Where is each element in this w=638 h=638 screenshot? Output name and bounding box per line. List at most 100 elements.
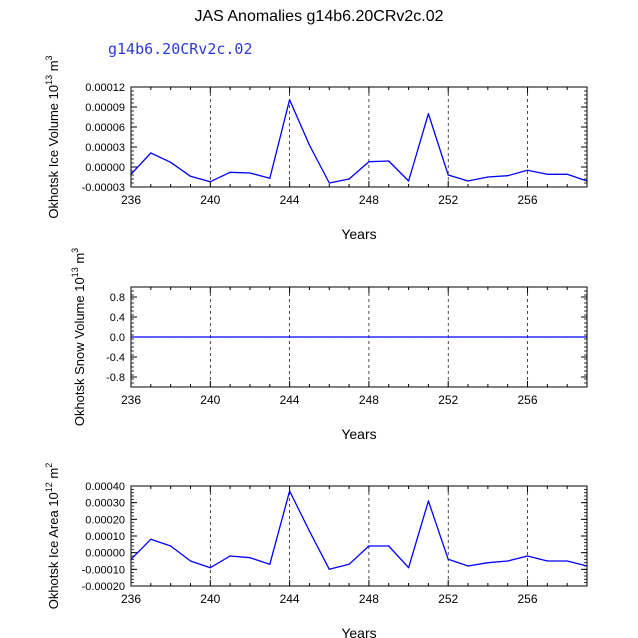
- x-axis-label: Years: [341, 625, 376, 638]
- y-tick-label: 0.00006: [85, 122, 125, 134]
- x-axis-label: Years: [341, 226, 376, 242]
- x-tick-label: 240: [200, 193, 220, 207]
- data-point: [388, 336, 390, 338]
- y-axis-label: Okhotsk Ice Area 1012 m2: [44, 463, 61, 610]
- x-tick-label: 244: [280, 592, 300, 606]
- snow-volume-panel: -0.8 -0.4 0.0 0.4 0.8 236 240 244 248 252 256 Years…: [70, 248, 588, 442]
- data-point: [150, 152, 152, 154]
- x-tick-label: 252: [438, 592, 458, 606]
- y-tick-label: -0.00010: [82, 564, 125, 576]
- data-point: [487, 176, 489, 178]
- data-point: [566, 560, 568, 562]
- data-point: [348, 178, 350, 180]
- series-line: [130, 99, 588, 184]
- y-tick-label: 0.0: [110, 332, 125, 344]
- y-tick-label: -0.8: [106, 372, 125, 384]
- y-tick-label: 0.00000: [85, 548, 125, 560]
- data-point: [447, 174, 449, 176]
- data-point: [546, 173, 548, 175]
- data-point: [566, 336, 568, 338]
- y-axis-label: Okhotsk Snow Volume 1013 m3: [70, 248, 87, 426]
- x-tick-label: 248: [359, 193, 379, 207]
- data-point: [328, 336, 330, 338]
- y-tick-label: 0.00009: [85, 102, 125, 114]
- x-tick-label: 256: [518, 393, 538, 407]
- data-point: [427, 113, 429, 115]
- data-point: [526, 169, 529, 171]
- y-axis-label-exponent: 3: [44, 55, 54, 60]
- x-tick-label: 252: [438, 193, 458, 207]
- x-tick-label: 252: [438, 393, 458, 407]
- y-axis-label: Okhotsk Ice Volume 1013 m3: [44, 55, 61, 218]
- data-point: [487, 336, 489, 338]
- data-point: [170, 545, 172, 547]
- x-tick-label: 244: [280, 393, 300, 407]
- data-point: [546, 336, 548, 338]
- data-point: [328, 182, 330, 184]
- data-point: [289, 490, 291, 492]
- x-tick-label: 256: [518, 592, 538, 606]
- data-point: [467, 336, 469, 338]
- x-tick-label: 240: [200, 592, 220, 606]
- data-point: [467, 565, 469, 567]
- data-point: [269, 336, 271, 338]
- y-axis-label-part: m: [46, 60, 61, 74]
- data-point: [427, 336, 429, 338]
- data-point: [348, 563, 350, 565]
- data-point: [308, 336, 311, 338]
- data-point: [507, 336, 509, 338]
- data-point: [289, 336, 291, 338]
- data-point: [407, 567, 410, 569]
- y-axis-label-exponent: 3: [70, 248, 80, 253]
- x-tick-label: 236: [121, 393, 141, 407]
- subtitle: g14b6.20CRv2c.02: [108, 40, 253, 58]
- data-point: [150, 336, 152, 338]
- data-point: [368, 336, 370, 338]
- data-point: [348, 336, 350, 338]
- y-tick-label: 0.00010: [85, 531, 125, 543]
- data-point: [229, 555, 231, 557]
- data-point: [209, 567, 211, 569]
- y-axis-label-part: Okhotsk Snow Volume 10: [72, 277, 87, 426]
- data-point: [150, 538, 152, 540]
- y-axis-label-exponent: 13: [70, 267, 80, 277]
- data-point: [308, 530, 311, 532]
- data-point: [507, 175, 509, 177]
- data-point: [328, 568, 330, 570]
- y-tick-label: 0.00012: [85, 82, 125, 94]
- plot-frame: [130, 86, 588, 188]
- data-point: [229, 171, 231, 173]
- data-point: [170, 161, 172, 163]
- data-point: [526, 555, 529, 557]
- data-point: [209, 181, 211, 183]
- y-tick-label: 0.4: [110, 312, 125, 324]
- y-axis-label-part: m: [72, 253, 87, 267]
- data-point: [487, 562, 489, 564]
- data-point: [507, 560, 509, 562]
- y-axis-label-part: m: [46, 468, 61, 482]
- data-point: [526, 336, 529, 338]
- data-point: [189, 336, 192, 338]
- plot-frame: [130, 485, 588, 587]
- page-title: JAS Anomalies g14b6.20CRv2c.02: [194, 8, 444, 25]
- x-axis-label: Years: [341, 426, 376, 442]
- data-point: [249, 336, 251, 338]
- series-line: [130, 490, 588, 570]
- y-axis-label-exponent: 12: [44, 482, 54, 492]
- data-point: [427, 500, 429, 502]
- y-tick-label: 0.00030: [85, 498, 125, 510]
- y-tick-label: -0.4: [106, 352, 125, 364]
- x-tick-label: 240: [200, 393, 220, 407]
- plot-frame: [130, 286, 588, 388]
- data-point: [407, 336, 410, 338]
- data-point: [467, 180, 469, 182]
- data-point: [447, 558, 449, 560]
- y-tick-label: 0.00003: [85, 142, 125, 154]
- y-tick-label: -0.00020: [82, 581, 125, 593]
- data-point: [546, 560, 548, 562]
- y-tick-label: 0.00020: [85, 514, 125, 526]
- x-tick-label: 248: [359, 592, 379, 606]
- y-axis-label-part: Okhotsk Ice Area 10: [46, 492, 61, 609]
- data-point: [566, 173, 568, 175]
- data-point: [249, 557, 251, 559]
